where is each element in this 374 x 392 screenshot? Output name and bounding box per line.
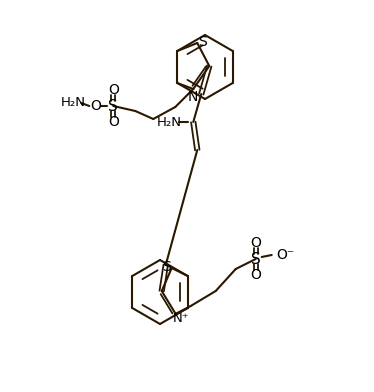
Text: S: S xyxy=(162,260,171,274)
Text: S: S xyxy=(198,35,207,49)
Text: O: O xyxy=(108,83,119,97)
Text: S: S xyxy=(251,252,261,267)
Text: N⁺: N⁺ xyxy=(172,312,189,325)
Text: H₂N: H₂N xyxy=(61,96,86,109)
Text: O⁻: O⁻ xyxy=(277,248,295,262)
Text: N: N xyxy=(188,90,199,104)
Text: S: S xyxy=(108,98,118,114)
Text: H₂N: H₂N xyxy=(157,116,182,129)
Text: O: O xyxy=(108,115,119,129)
Text: O: O xyxy=(250,236,261,250)
Text: O: O xyxy=(90,99,101,113)
Text: O: O xyxy=(250,268,261,282)
